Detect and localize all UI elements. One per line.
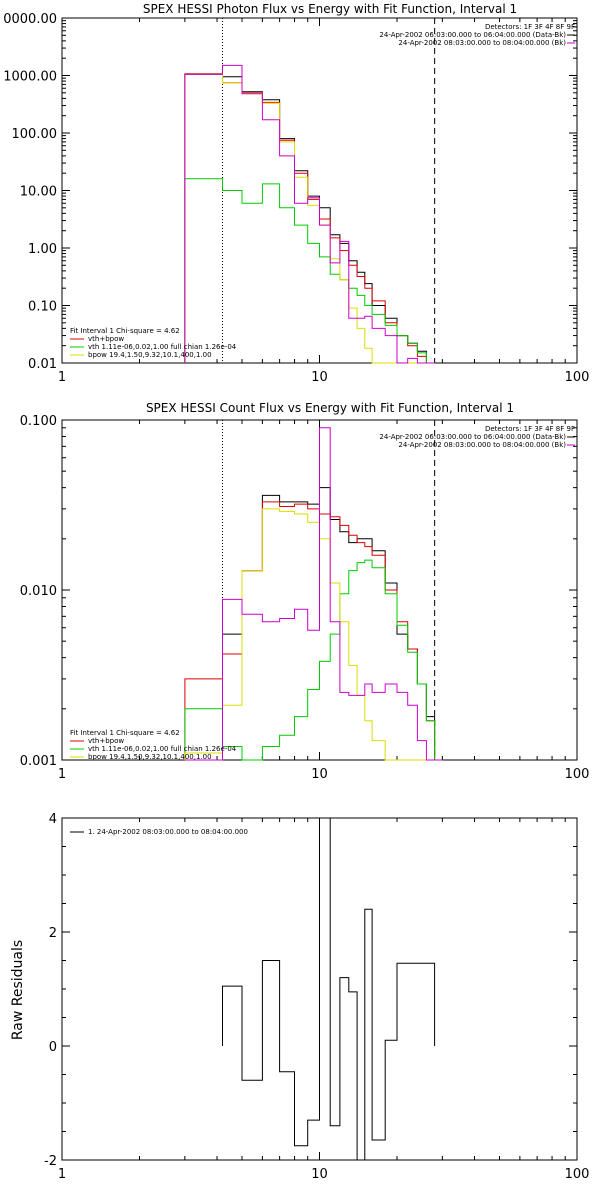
residuals-series-total [222,817,436,1161]
count-legend-bottom: Fit Interval 1 Chi-square = 4.62 vth+bpo… [70,729,237,761]
photon-y-tick-label: 0.10 [28,300,57,315]
photon-time-data-label: 24-Apr-2002 06:03:00.000 to 06:04:00.000… [379,31,566,39]
count-series-bk [184,427,443,761]
count-x-tick-label: 1 [58,767,66,782]
photon-y-tick-label: 0.01 [28,357,57,372]
photon-legend-top: Detectors: 1F 3F 4F 8F 9F 24-Apr-2002 06… [379,23,575,47]
residuals-legend-label: 1. 24-Apr-2002 08:03:00.000 to 08:04:00.… [88,828,248,836]
photon-y-tick-label: 10.00 [20,185,57,200]
residuals-panel: Raw Residuals 1 10 100 -2 0 2 4 1. 24-Apr-2002… [10,812,589,1182]
photon-series-bk [184,64,435,364]
photon-detectors-label: Detectors: 1F 3F 4F 8F 9F [485,23,575,31]
count-chart-title: SPEX HESSI Count Flux vs Energy with Fit… [146,401,514,415]
photon-legend-bottom: Fit Interval 1 Chi-square = 4.62 vth+bpo… [70,327,237,359]
count-legend-top: Detectors: 1F 3F 4F 8F 9F 24-Apr-2002 06… [379,425,575,449]
photon-y-tick-label: 1000.00 [3,70,57,85]
residuals-ticks: 1 10 100 -2 0 2 4 [44,812,589,1182]
photon-flux-panel: SPEX HESSI Photon Flux vs Energy with Fi… [3,2,589,385]
residuals-x-tick-label: 10 [311,1167,328,1182]
residuals-legend: 1. 24-Apr-2002 08:03:00.000 to 08:04:00.… [70,828,248,836]
photon-chart-title: SPEX HESSI Photon Flux vs Energy with Fi… [143,2,517,16]
count-series-total [184,487,443,761]
residuals-y-axis-label: Raw Residuals [10,940,26,1040]
count-time-data-label: 24-Apr-2002 06:03:00.000 to 06:04:00.000… [379,433,566,441]
count-legend-bpow: bpow 19.4,1.50,9.32,10.1,400,1.00 [88,753,212,761]
count-legend-sum: vth+bpow [88,737,124,745]
photon-x-tick-label: 10 [311,370,328,385]
photon-plot-frame [61,17,578,364]
count-flux-panel: SPEX HESSI Count Flux vs Energy with Fit… [20,401,590,782]
photon-y-tick-label: 1.00 [28,242,57,257]
residuals-y-tick-label: 4 [49,812,57,827]
photon-ticks: 1 10 100 0.01 0.10 1.00 10.00 100.00 1000.00 0000… [3,12,589,385]
residuals-y-tick-label: -2 [44,1154,57,1169]
residuals-x-tick-label: 1 [58,1167,66,1182]
count-ticks: 1 10 100 0.001 0.010 0.100 [20,414,590,782]
photon-legend-bpow: bpow 19.4,1.50,9.32,10.1,400,1.00 [88,351,212,359]
photon-y-tick-label: 0000.00 [3,12,57,27]
count-x-tick-label: 10 [311,767,328,782]
count-fit-label: Fit Interval 1 Chi-square = 4.62 [70,729,180,737]
count-y-tick-label: 0.010 [20,584,57,599]
count-legend-vth: vth 1.11e-06,0.02,1.00 full chian 1.26e-… [88,745,237,753]
count-series-vth [184,559,443,761]
photon-fit-label: Fit Interval 1 Chi-square = 4.62 [70,327,180,335]
residuals-x-tick-label: 100 [565,1167,590,1182]
photon-time-bk-label: 24-Apr-2002 08:03:00.000 to 08:04:00.000… [398,39,566,47]
photon-x-tick-label: 100 [565,370,590,385]
count-y-tick-label: 0.100 [20,414,57,429]
residuals-series [222,817,436,1161]
count-series-bpow [184,508,443,761]
residuals-y-tick-label: 2 [49,926,57,941]
photon-x-tick-label: 1 [58,370,66,385]
residuals-y-tick-label: 0 [49,1040,57,1055]
photon-legend-vth: vth 1.11e-06,0.02,1.00 full chian 1.26e-… [88,343,237,351]
count-y-tick-label: 0.001 [20,754,57,769]
photon-legend-sum: vth+bpow [88,335,124,343]
count-time-bk-label: 24-Apr-2002 08:03:00.000 to 08:04:00.000… [398,441,566,449]
photon-series [184,64,435,364]
count-detectors-label: Detectors: 1F 3F 4F 8F 9F [485,425,575,433]
count-series [184,427,443,761]
count-series-model_sum [184,501,443,761]
photon-y-tick-label: 100.00 [12,127,58,142]
count-x-tick-label: 100 [565,767,590,782]
